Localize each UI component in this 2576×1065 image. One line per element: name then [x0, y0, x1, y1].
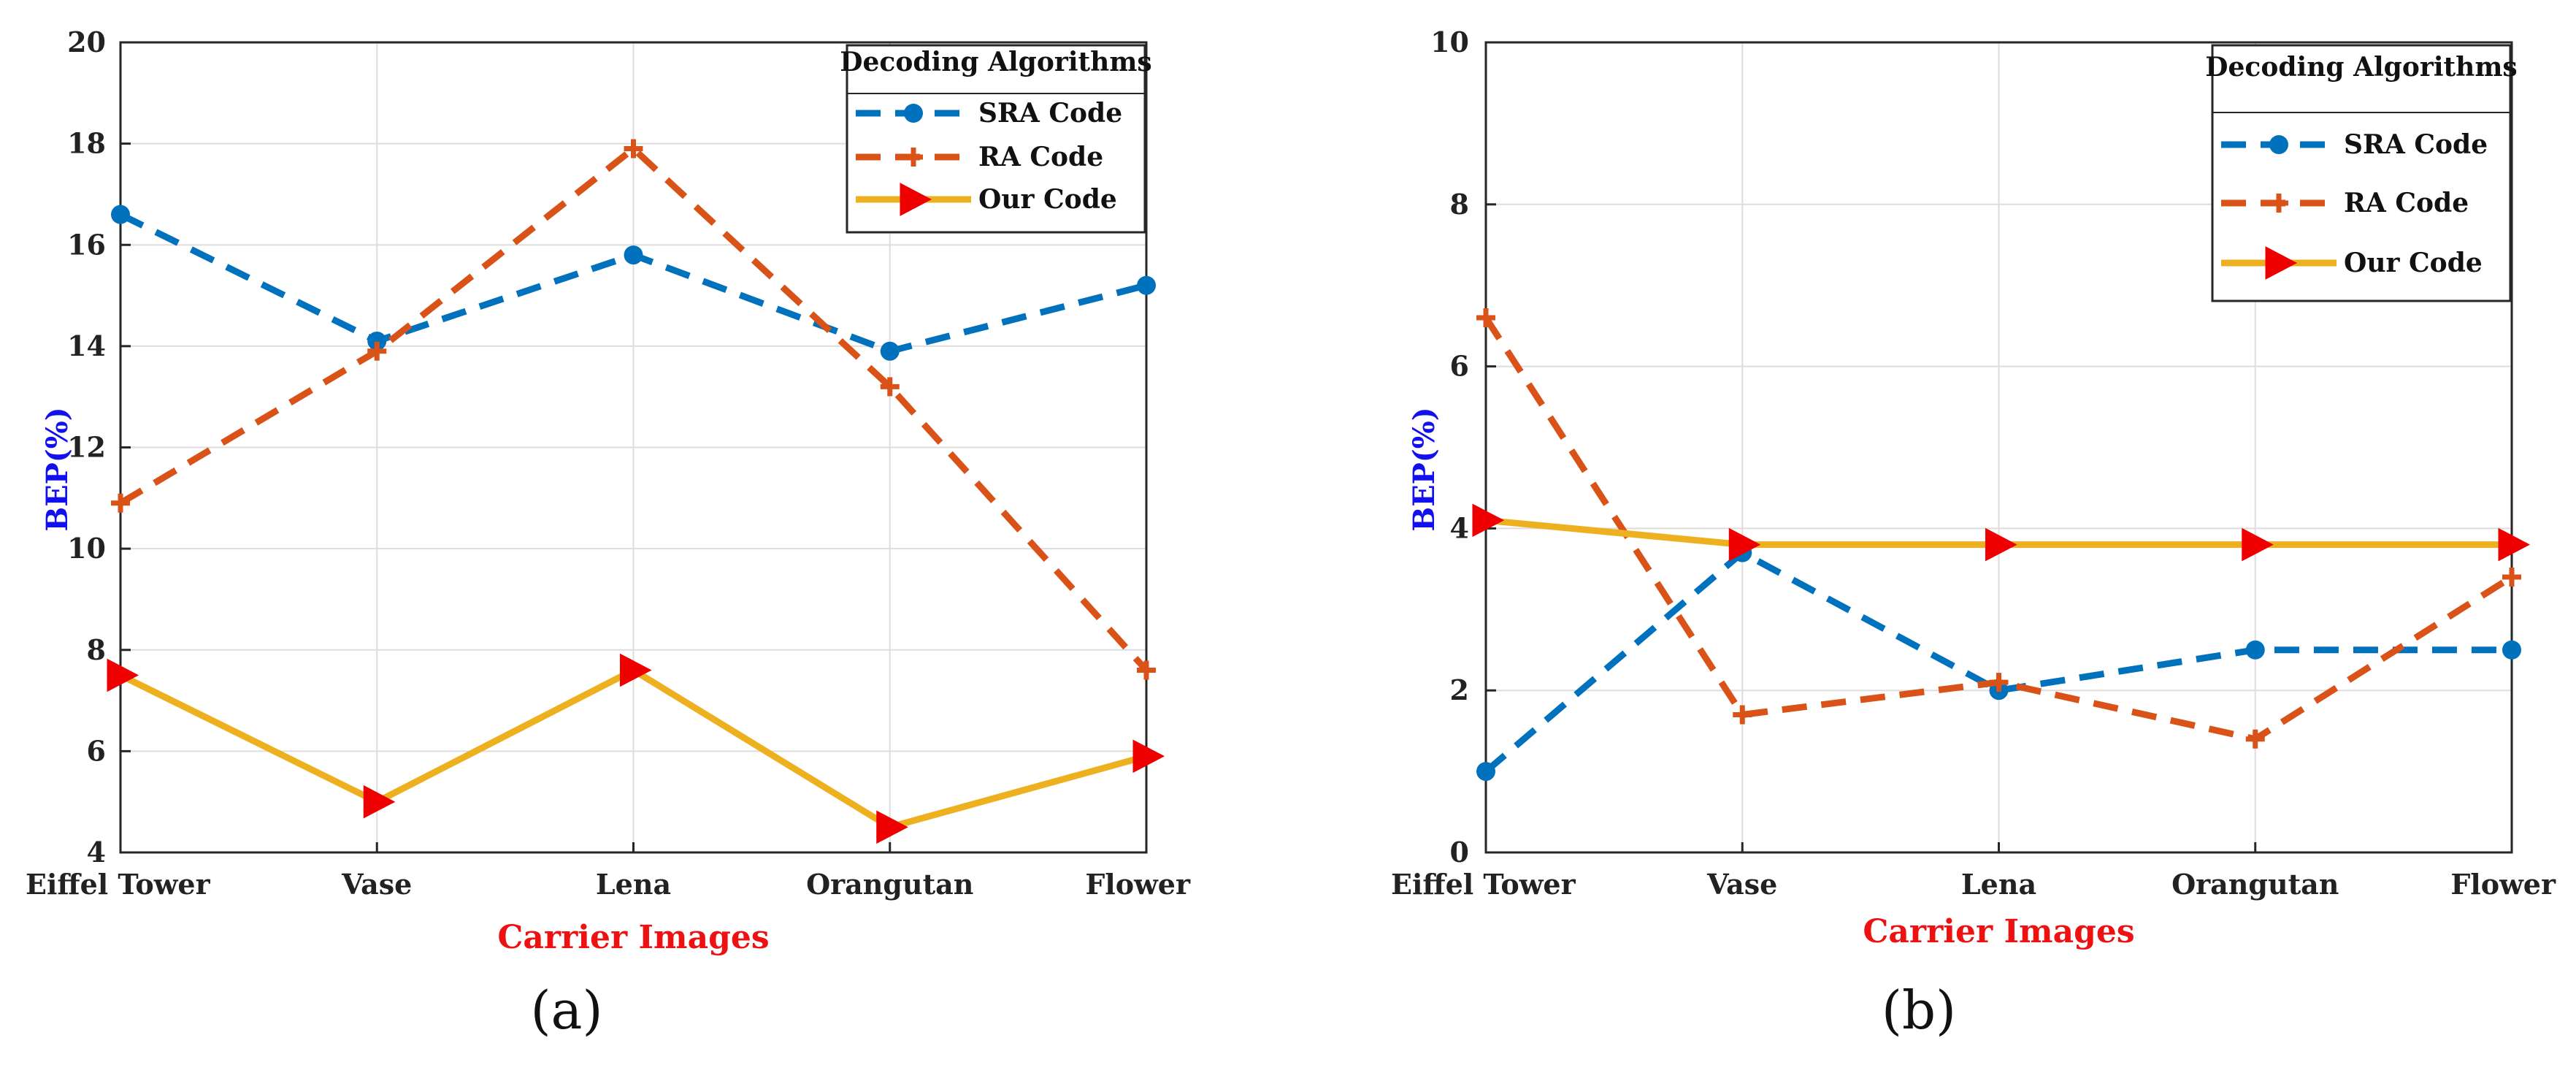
series-line-ra-code: [118, 145, 1149, 673]
data-point-sra-code-lena: [624, 245, 643, 265]
x-tick-label-eiffel-tower: Eiffel Tower: [26, 868, 211, 901]
y-tick-label: 2: [1450, 673, 1469, 706]
data-point-ra-code-lena: [1989, 673, 2009, 692]
legend-marker-sra-code: [2269, 135, 2288, 154]
y-tick-label: 8: [1450, 188, 1469, 221]
series-ra-code: [1476, 308, 2521, 749]
panel-label: (b): [1882, 980, 1956, 1041]
data-point-our-code-flower: [2498, 527, 2531, 562]
chart-panel-b: 0 2 4 6 8 10 Eiffel Tower Vase Lena Orangutan Flow…: [1391, 26, 2556, 1041]
data-point-our-code-vase: [363, 785, 396, 819]
data-point-our-code-orangutan: [876, 810, 908, 844]
y-tick-label: 10: [1430, 26, 1469, 58]
legend-label-our-code: Our Code: [2344, 248, 2483, 278]
series-ra-code: [111, 139, 1156, 680]
data-point-our-code-orangutan: [2242, 527, 2274, 562]
data-point-ra-code-eiffel-tower: [111, 493, 130, 513]
x-tick-label-flower: Flower: [1085, 868, 1191, 901]
y-tick-label: 6: [1450, 350, 1469, 383]
data-point-our-code-vase: [1728, 527, 1761, 562]
data-point-sra-code-orangutan: [880, 341, 900, 361]
data-point-sra-code-orangutan: [2245, 640, 2265, 660]
y-tick-label: 14: [67, 329, 106, 362]
y-tick-label: 8: [87, 633, 106, 666]
x-tick-label-vase: Vase: [341, 868, 412, 901]
legend: Decoding Algorithms SRA Code RA Code Our Co…: [840, 44, 1152, 234]
y-tick-label: 12: [67, 431, 106, 464]
data-point-ra-code-orangutan: [2245, 729, 2265, 749]
data-point-ra-code-vase: [367, 341, 387, 361]
legend-label-sra-code: SRA Code: [978, 98, 1122, 129]
x-tick-label-eiffel-tower: Eiffel Tower: [1391, 868, 1576, 901]
data-point-ra-code-flower: [1137, 660, 1156, 680]
legend-box: [2211, 44, 2512, 302]
legend-title: Decoding Algorithms: [2205, 52, 2517, 83]
data-point-ra-code-lena: [624, 139, 643, 159]
y-tick-label: 18: [67, 127, 106, 160]
y-axis-label: BEP(%): [40, 407, 74, 531]
series-our-code: [1472, 503, 2531, 562]
legend-marker-ra-code: [2269, 194, 2288, 213]
y-tick-label: 16: [67, 228, 106, 261]
data-point-ra-code-orangutan: [880, 377, 900, 397]
y-tick-label: 4: [1450, 511, 1469, 544]
y-tick-label: 10: [67, 532, 106, 565]
x-tick-label-lena: Lena: [596, 868, 671, 901]
y-tick-label: 20: [67, 26, 106, 58]
data-point-sra-code-vase: [367, 331, 387, 351]
series-our-code: [107, 653, 1165, 844]
x-tick-label-flower: Flower: [2450, 868, 2556, 901]
panel-label: (a): [530, 980, 602, 1041]
x-axis-label: Carrier Images: [497, 919, 769, 956]
x-tick-label-lena: Lena: [1961, 868, 2036, 901]
x-tick-label-orangutan: Orangutan: [806, 868, 973, 901]
y-tick-label: 6: [87, 734, 106, 767]
data-point-our-code-flower: [1132, 739, 1165, 774]
data-point-sra-code-flower: [1137, 275, 1156, 295]
legend-label-sra-code: SRA Code: [2344, 129, 2488, 160]
data-point-ra-code-vase: [1733, 705, 1752, 725]
series-sra-code: [111, 205, 1156, 361]
y-axis-label: BEP(%): [1407, 407, 1441, 531]
legend-label-ra-code: RA Code: [2344, 188, 2469, 218]
legend: Decoding Algorithms SRA Code RA Code Our Co…: [2205, 44, 2518, 302]
legend-label-our-code: Our Code: [978, 184, 1117, 215]
y-tick-label: 0: [1450, 836, 1469, 869]
chart-panel-a: 4 6 8 10 12 14 16 18 20 Eiffel Tower Vase Lena Orang…: [26, 26, 1191, 1041]
data-point-our-code-lena: [620, 653, 652, 687]
data-point-ra-code-eiffel-tower: [1476, 308, 1495, 328]
legend-marker-our-code: [900, 183, 932, 216]
data-point-ra-code-flower: [2502, 567, 2521, 587]
data-point-our-code-eiffel-tower: [107, 658, 139, 692]
legend-marker-ra-code: [904, 148, 923, 167]
data-point-our-code-eiffel-tower: [1472, 503, 1505, 538]
legend-marker-sra-code: [904, 104, 923, 123]
data-point-sra-code-eiffel-tower: [1476, 762, 1495, 782]
x-tick-label-vase: Vase: [1706, 868, 1777, 901]
legend-marker-our-code: [2265, 246, 2298, 280]
data-point-sra-code-flower: [2502, 640, 2521, 660]
data-point-sra-code-eiffel-tower: [111, 205, 130, 224]
x-tick-label-orangutan: Orangutan: [2171, 868, 2339, 901]
x-axis-label: Carrier Images: [1863, 913, 2134, 950]
legend-label-ra-code: RA Code: [978, 142, 1103, 172]
y-tick-label: 4: [87, 836, 106, 869]
data-point-our-code-lena: [1985, 527, 2017, 562]
legend-title: Decoding Algorithms: [840, 47, 1151, 77]
